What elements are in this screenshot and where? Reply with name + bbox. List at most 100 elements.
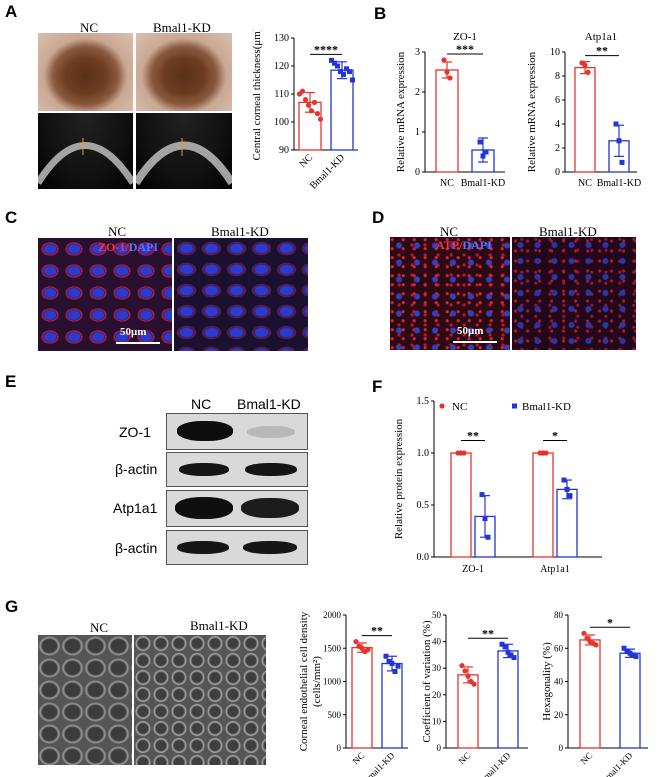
- x-tick-label: NC: [456, 750, 472, 766]
- data-point: [619, 159, 625, 165]
- significance-stars: **: [371, 624, 383, 638]
- y-tick-label: 4: [555, 119, 560, 130]
- x-tick-label: Bmal1-KD: [477, 750, 513, 777]
- data-point: [332, 60, 337, 66]
- data-point: [447, 75, 453, 81]
- stain-legend-d: ATP/DAPI: [436, 238, 492, 253]
- d-nc-label: NC: [440, 224, 459, 239]
- y-tick-label: 40: [554, 677, 564, 687]
- data-point: [480, 153, 486, 159]
- y-tick-label: 0: [555, 167, 560, 178]
- confocal-atp-nc: ATP/DAPI 50μm: [390, 237, 510, 350]
- confocal-zo1-kd: [174, 238, 308, 351]
- blot-row-actin-1: β-actin: [115, 461, 158, 477]
- legend-marker-nc: [439, 403, 445, 409]
- bar-bmal1-kd: [619, 652, 641, 749]
- data-point: [359, 645, 365, 651]
- significance-stars: **: [467, 429, 479, 443]
- data-point: [311, 99, 318, 105]
- chart-central-corneal-thickness: 90 100 110 120 130 Central corneal thickness(…: [251, 30, 358, 192]
- band-zo1-kd: [247, 426, 295, 438]
- blot-row-zo1: ZO-1: [119, 424, 151, 440]
- data-point: [465, 673, 471, 679]
- significance-stars: **: [596, 44, 608, 58]
- y-tick-label: 60: [554, 643, 564, 653]
- significance-stars: *: [552, 429, 558, 443]
- stain-atp: ATP: [436, 238, 460, 252]
- data-point: [482, 516, 488, 522]
- data-point: [335, 63, 340, 69]
- data-point: [564, 486, 570, 492]
- significance-stars: ****: [314, 42, 338, 56]
- y-axis-title: Relative mRNA expression: [395, 51, 407, 172]
- bar-bmal1-kd: [381, 662, 403, 749]
- data-point: [479, 492, 485, 498]
- blot-strip-actin-1: [166, 452, 308, 487]
- y-tick-label: 0: [559, 743, 564, 753]
- data-point: [365, 646, 371, 653]
- stain-sep: /: [125, 240, 129, 254]
- data-point: [505, 649, 511, 655]
- y-tick-label: 30: [432, 663, 442, 673]
- data-point: [389, 661, 395, 667]
- data-point: [471, 681, 477, 687]
- y-tick-label: 50: [432, 610, 442, 620]
- blot-strip-atp1a1: [166, 490, 308, 527]
- panel-label-e: E: [5, 372, 17, 391]
- bar-nc-atp1a1: [532, 452, 554, 558]
- panel-label-c: C: [5, 208, 18, 227]
- confocal-zo1-nc: ZO-1/DAPI 50μm: [38, 238, 172, 351]
- y-tick-label: 20: [554, 710, 564, 720]
- data-point: [302, 97, 309, 103]
- a-kd-label: Bmal1-KD: [153, 20, 211, 35]
- legend-label-nc: NC: [452, 401, 467, 413]
- significance-stars: **: [482, 626, 494, 640]
- scale-bar: [116, 342, 160, 344]
- panel-label-a: A: [5, 2, 18, 21]
- data-point: [386, 659, 392, 665]
- data-point: [630, 652, 636, 658]
- stain-zo1: ZO-1: [98, 240, 126, 254]
- stain-dapi: DAPI: [128, 240, 159, 254]
- data-point: [347, 69, 352, 75]
- band-zo1-nc: [177, 421, 233, 441]
- g-kd-label: Bmal1-KD: [190, 618, 248, 633]
- data-point: [627, 650, 633, 656]
- endothelium-kd: [134, 635, 266, 765]
- eye-photo-nc: [38, 33, 133, 111]
- chart-hexagonality: 0 20 40 60 80 Hexagonality (%) NC Bmal1-KD *: [541, 610, 648, 777]
- data-point: [561, 477, 567, 483]
- y-tick-label: 0.0: [417, 552, 430, 563]
- data-point: [462, 668, 468, 674]
- data-point: [314, 111, 321, 117]
- chart-relative-protein: 0.0 0.5 1.0 1.5 Relative protein expression N…: [393, 396, 602, 575]
- bar-nc: [574, 66, 596, 173]
- y-tick-label: 20: [432, 690, 442, 700]
- y-tick-label: 6: [555, 95, 560, 106]
- chart-title: ZO-1: [453, 31, 477, 43]
- data-point: [338, 69, 343, 75]
- y-axis-title: Relative protein expression: [393, 418, 405, 539]
- data-point: [350, 77, 355, 83]
- y-tick-label: 80: [554, 610, 564, 620]
- data-point: [485, 534, 491, 540]
- x-tick-label: NC: [578, 750, 594, 766]
- x-tick-label: Bmal1-KD: [361, 750, 397, 777]
- y-tick-label: 1: [415, 127, 420, 138]
- data-point: [461, 450, 467, 456]
- chart-endothelial-density: 0 500 1000 1500 2000 Corneal endothelial cell…: [298, 610, 408, 777]
- blot-strip-actin-2: [166, 530, 308, 565]
- y-tick-label: 100: [274, 117, 289, 128]
- oct-scan-nc: [38, 113, 133, 189]
- scale-label: 50μm: [120, 326, 147, 338]
- data-point: [441, 57, 447, 63]
- y-axis-title: Relative mRNA expression: [527, 51, 538, 172]
- oct-curve-nc: [38, 138, 133, 185]
- data-point: [613, 121, 619, 127]
- x-tick-label: NC: [350, 750, 366, 766]
- x-tick-label: Bmal1-KD: [599, 750, 635, 777]
- bar-bmal1-kd: [330, 69, 354, 151]
- panel-label-d: D: [372, 208, 385, 227]
- significance-stars: ***: [456, 42, 474, 56]
